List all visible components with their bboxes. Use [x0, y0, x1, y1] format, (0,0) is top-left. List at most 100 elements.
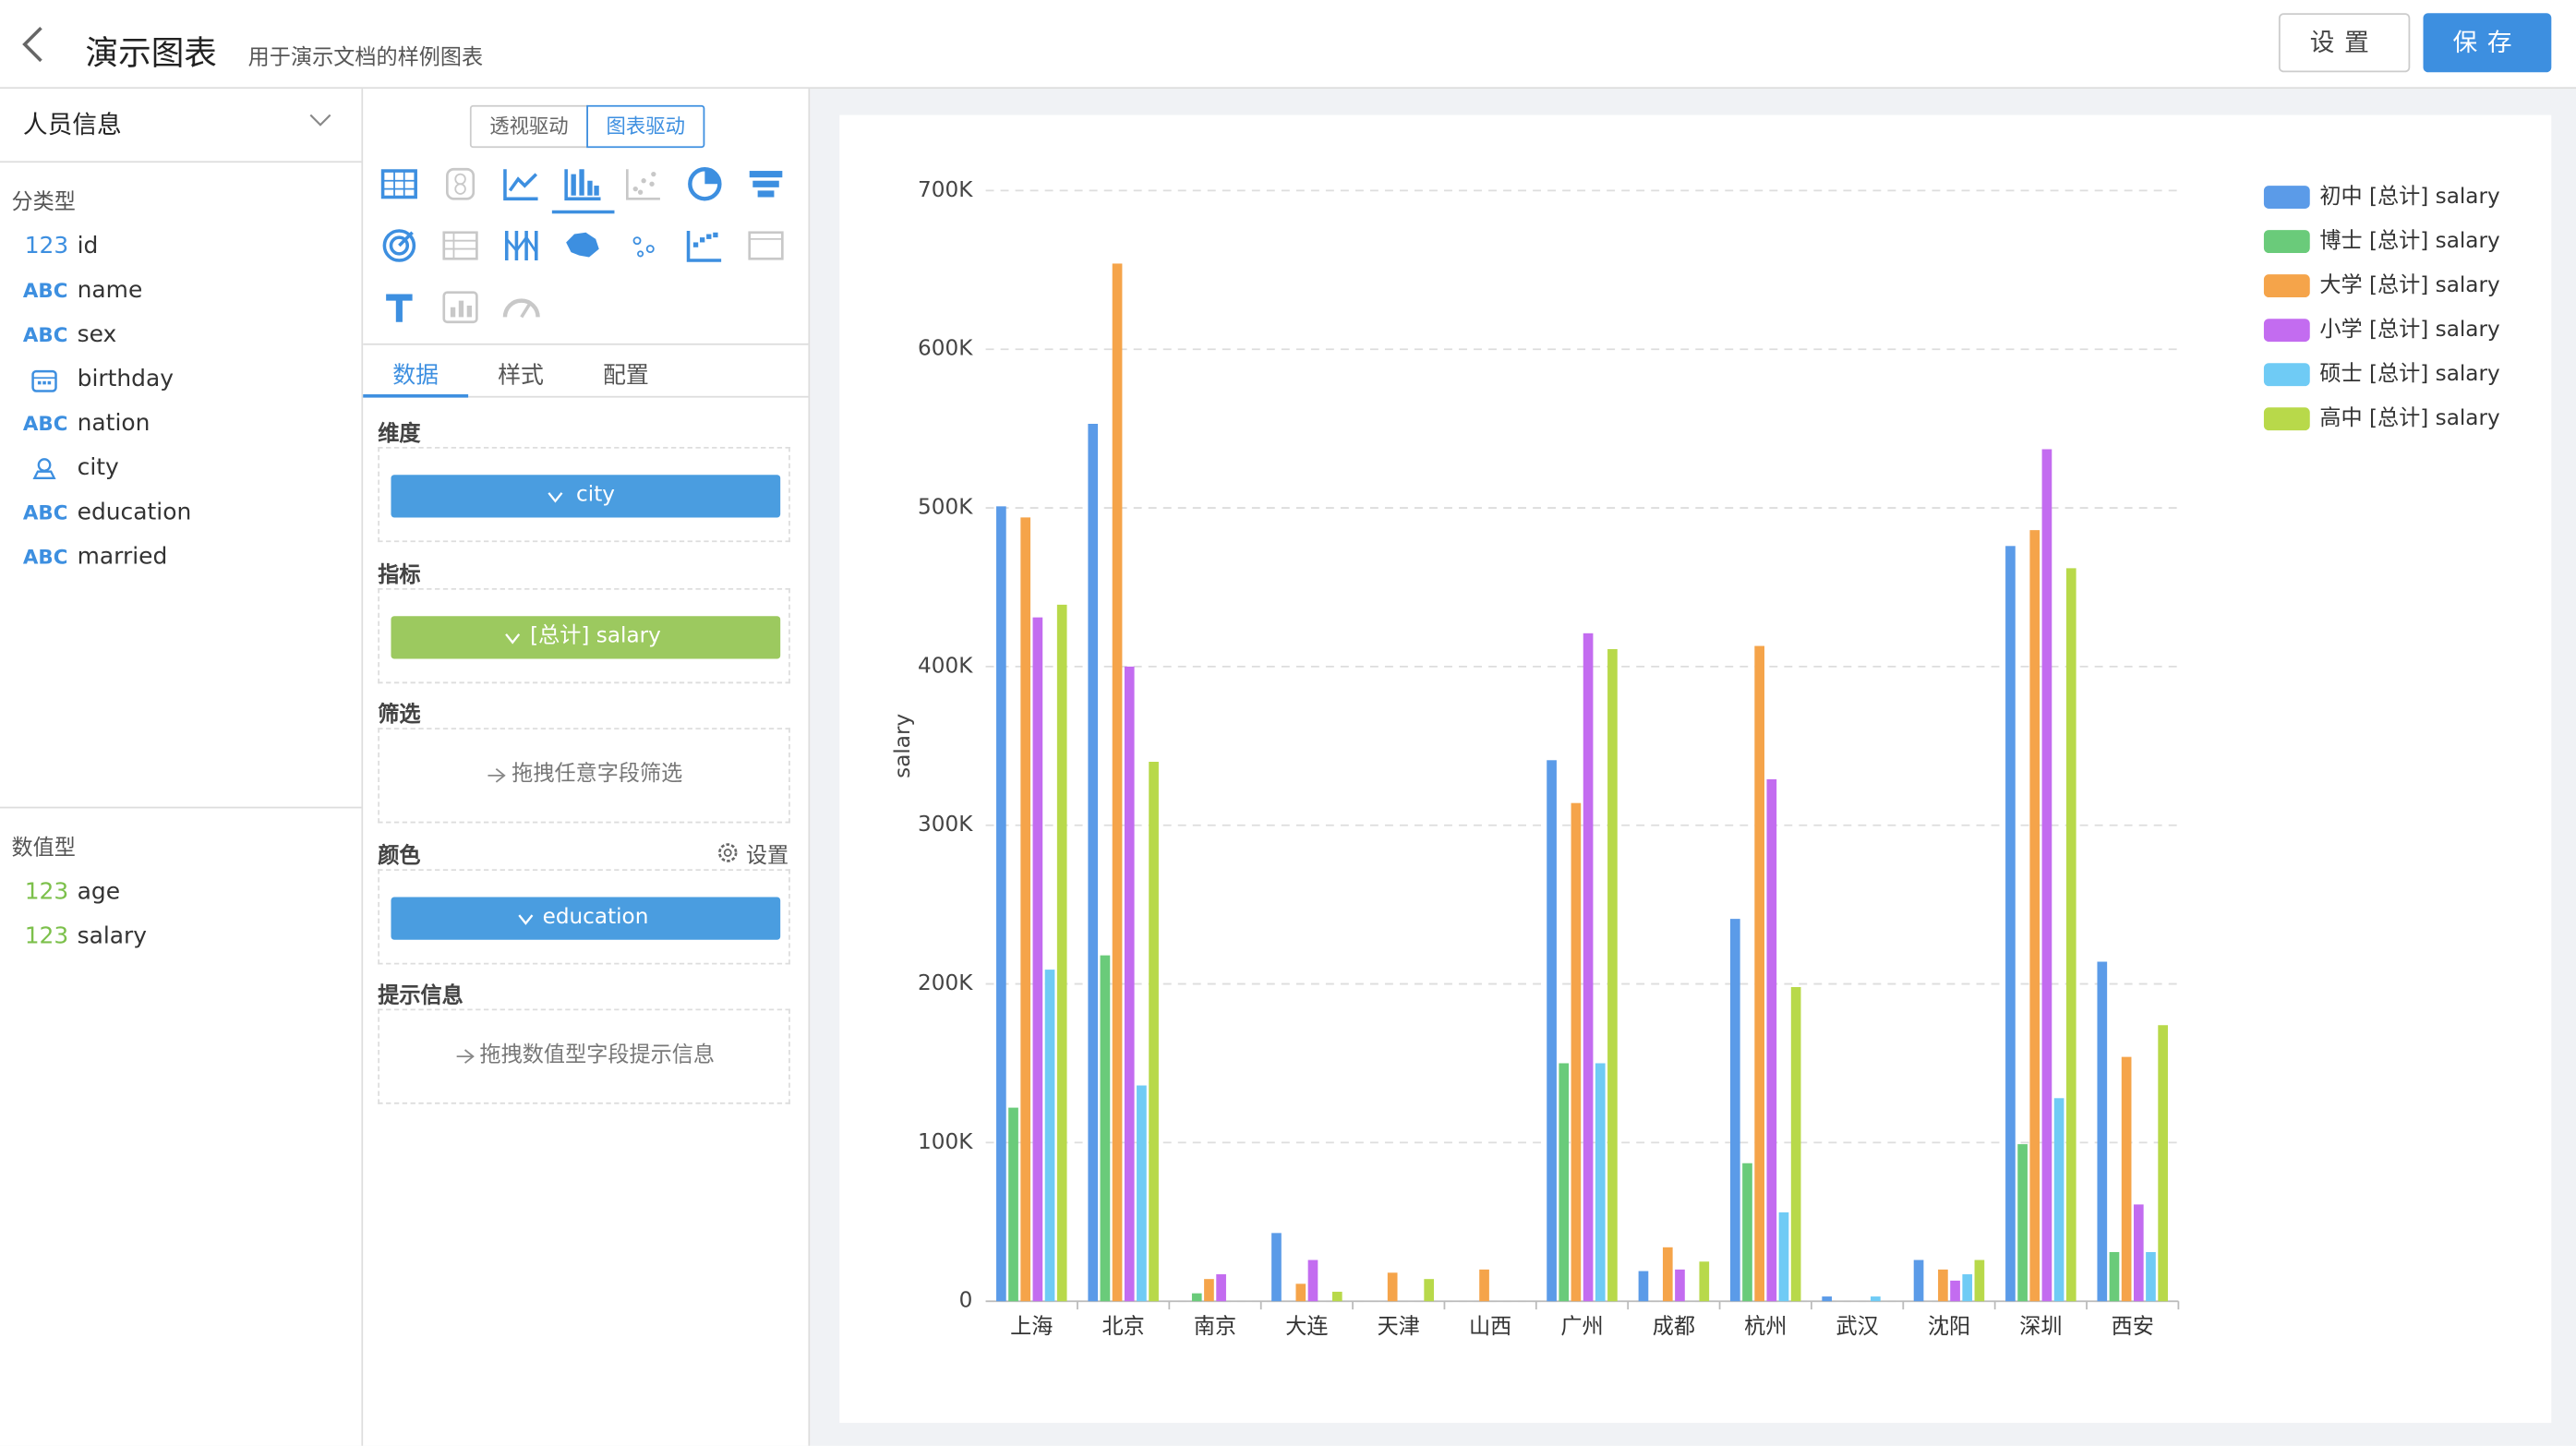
bar — [996, 506, 1006, 1301]
x-tick-label: 南京 — [1194, 1315, 1236, 1339]
chart-type-icon[interactable] — [690, 169, 719, 199]
gear-icon[interactable] — [716, 840, 740, 863]
x-tick-label: 杭州 — [1744, 1315, 1787, 1339]
mode-tab[interactable]: 透视驱动 — [470, 105, 588, 148]
field-type: ABC — [23, 409, 67, 439]
field-icon — [31, 455, 57, 481]
field-name[interactable]: married — [78, 542, 168, 572]
field-name[interactable]: birthday — [78, 365, 174, 394]
drop-zone: 拖拽数值型字段提示信息 — [378, 1009, 790, 1104]
pill-label: education — [391, 897, 780, 939]
x-tick-label: 大连 — [1285, 1315, 1328, 1339]
field-name[interactable]: education — [78, 498, 192, 527]
bar — [1057, 605, 1067, 1301]
y-tick-label: 500K — [918, 496, 973, 520]
legend-label: 大学 [总计] salary — [2319, 273, 2499, 297]
y-tick-label: 300K — [918, 813, 973, 837]
config-tab[interactable]: 样式 — [468, 358, 573, 392]
section-title: 维度 — [378, 416, 420, 447]
bar — [1149, 762, 1159, 1301]
mode-tab[interactable]: 图表驱动 — [586, 105, 704, 148]
section-title: 筛选 — [378, 696, 420, 728]
legend-swatch — [2264, 230, 2310, 253]
legend-label: 初中 [总计] salary — [2319, 185, 2499, 209]
save-button[interactable]: 保存 — [2424, 13, 2552, 72]
config-tab[interactable]: 配置 — [573, 358, 679, 392]
chart-type-icons — [363, 154, 808, 352]
bar — [1595, 1063, 1606, 1301]
field-type: ABC — [23, 276, 67, 306]
chart-type-icon[interactable] — [566, 169, 600, 199]
field-name[interactable]: id — [78, 232, 99, 261]
drop-zone: 拖拽任意字段筛选 — [378, 728, 790, 823]
bar — [1308, 1260, 1318, 1302]
chart-type-icon[interactable] — [750, 233, 783, 259]
chart-type-icon[interactable] — [507, 231, 536, 260]
settings-button[interactable]: 设置 — [2279, 13, 2410, 72]
field-name[interactable]: nation — [78, 409, 150, 439]
field-type: ABC — [23, 542, 67, 572]
field-name[interactable]: sex — [78, 320, 117, 350]
bar — [1607, 649, 1618, 1301]
section-title: 分类型 — [11, 184, 75, 215]
chart-type-icon[interactable] — [627, 169, 660, 199]
config-tab[interactable]: 数据 — [363, 358, 468, 392]
bar — [1962, 1274, 1972, 1301]
field-name[interactable]: salary — [78, 922, 147, 951]
back-button[interactable] — [17, 23, 50, 66]
header: 演示图表 用于演示文档的样例图表 设置 保存 — [0, 0, 2576, 89]
chevron — [505, 632, 522, 645]
bar — [2005, 546, 2016, 1301]
field-pill[interactable]: education — [391, 897, 780, 939]
field-pill[interactable]: city — [391, 475, 780, 517]
bar — [1766, 779, 1776, 1301]
section-title: 提示信息 — [378, 978, 463, 1009]
chart-type-icon[interactable] — [566, 233, 599, 258]
bar — [1699, 1261, 1709, 1301]
chart-type-icon[interactable] — [384, 231, 414, 260]
chart-type-icon[interactable] — [383, 171, 416, 197]
chart-type-icon[interactable] — [627, 233, 660, 259]
section-action[interactable]: 设置 — [746, 837, 788, 869]
subtitle: 用于演示文档的样例图表 — [248, 40, 483, 71]
y-tick-label: 400K — [918, 654, 973, 678]
chart-type-icon[interactable] — [386, 295, 412, 322]
section-title: 颜色 — [378, 837, 420, 869]
chart-type-icon[interactable] — [505, 169, 538, 199]
arrow-icon — [487, 767, 506, 784]
field-type: 123 — [25, 877, 69, 907]
x-tick-label: 武汉 — [1836, 1315, 1878, 1339]
chart-type-icon[interactable] — [447, 169, 473, 199]
chart-type-icon[interactable] — [750, 171, 783, 197]
dataset-name[interactable]: 人员信息 — [23, 107, 122, 141]
y-tick-label: 100K — [918, 1130, 973, 1154]
legend-label: 小学 [总计] salary — [2319, 318, 2499, 342]
field-name[interactable]: city — [78, 453, 119, 483]
dropdown-icon[interactable] — [309, 112, 332, 128]
drop-zone: [总计] salary — [378, 587, 790, 682]
x-tick-label: 广州 — [1560, 1315, 1603, 1339]
field-pill[interactable]: [总计] salary — [391, 615, 780, 657]
bar — [1547, 760, 1557, 1301]
bar — [1020, 517, 1030, 1301]
y-tick-label: 0 — [959, 1289, 973, 1313]
field-name[interactable]: age — [78, 877, 120, 907]
bar — [1675, 1270, 1685, 1301]
bar — [2029, 530, 2040, 1301]
field-type: ABC — [23, 498, 67, 527]
bar — [1791, 987, 1801, 1301]
title: 演示图表 — [86, 26, 217, 74]
section-title: 指标 — [378, 556, 420, 587]
legend-label: 高中 [总计] salary — [2319, 406, 2499, 430]
placeholder: 拖拽任意字段筛选 — [379, 729, 788, 822]
chart-type-icon[interactable] — [444, 293, 477, 322]
chart-type-icon[interactable] — [689, 231, 722, 260]
field-name[interactable]: name — [78, 276, 143, 306]
config-panel: 透视驱动 图表驱动 数据样式配置维度 city 指标 [总计] salary 筛选拖拽任… — [363, 89, 810, 1446]
bar — [1871, 1296, 1881, 1301]
chart-type-icon[interactable] — [505, 301, 538, 318]
chart-type-icon[interactable] — [444, 233, 477, 259]
arrow-icon — [454, 1048, 474, 1065]
bar — [1216, 1274, 1226, 1301]
